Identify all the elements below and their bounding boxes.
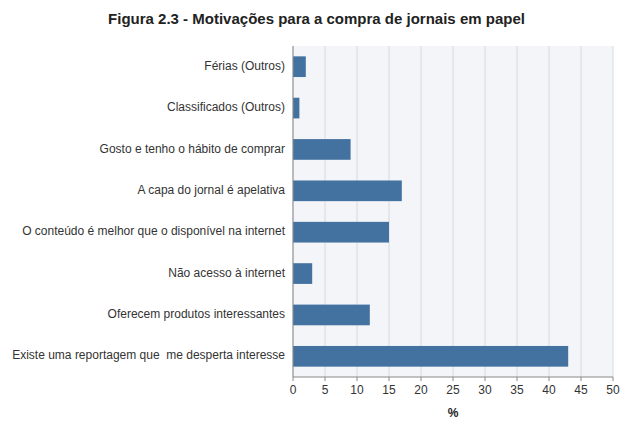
- grid-line: [581, 46, 582, 377]
- grid-line: [293, 46, 294, 377]
- bar: [293, 139, 351, 160]
- chart-container: Figura 2.3 - Motivações para a compra de…: [0, 0, 633, 433]
- x-axis-label: %: [448, 406, 459, 420]
- tick-label: 50: [606, 383, 620, 397]
- tick-mark: [517, 377, 518, 381]
- tick-mark: [389, 377, 390, 381]
- chart: Figura 2.3 - Motivações para a compra de…: [0, 0, 633, 433]
- tick-mark: [421, 377, 422, 381]
- grid-line: [549, 46, 550, 377]
- y-tick-labels: Existe uma reportagem que me desperta in…: [12, 59, 285, 363]
- grid: [293, 46, 613, 377]
- category-label: Oferecem produtos interessantes: [108, 307, 285, 321]
- bar: [293, 56, 306, 77]
- x-tick-labels: 0 5 10 15 20 25 30 35 40 45 50: [290, 377, 620, 397]
- tick-label: 15: [382, 383, 396, 397]
- tick-mark: [485, 377, 486, 381]
- title: Figura 2.3 - Motivações para a compra de…: [108, 10, 525, 27]
- grid-line: [357, 46, 358, 377]
- bar: [293, 98, 299, 119]
- grid-line: [421, 46, 422, 377]
- grid-line: [517, 46, 518, 377]
- bar: [293, 263, 312, 284]
- tick-label: 10: [350, 383, 364, 397]
- grid-line: [453, 46, 454, 377]
- tick-mark: [613, 377, 614, 381]
- bar: [293, 346, 568, 367]
- category-label: O conteúdo é melhor que o disponível na …: [22, 224, 286, 238]
- category-label: A capa do jornal é apelativa: [138, 183, 286, 197]
- grid-line: [485, 46, 486, 377]
- y-axis-line: [293, 46, 294, 377]
- bars: [293, 56, 568, 366]
- bar: [293, 180, 402, 201]
- category-label: Não acesso à internet: [168, 266, 285, 280]
- category-label: Gosto e tenho o hábito de comprar: [100, 142, 285, 156]
- tick-label: 0: [290, 383, 297, 397]
- tick-label: 35: [510, 383, 524, 397]
- grid-line: [325, 46, 326, 377]
- tick-mark: [325, 377, 326, 381]
- category-label: Existe uma reportagem que me desperta in…: [12, 348, 285, 362]
- bar: [293, 305, 370, 326]
- grid-line: [613, 46, 614, 377]
- tick-label: 30: [478, 383, 492, 397]
- tick-label: 40: [542, 383, 556, 397]
- tick-mark: [549, 377, 550, 381]
- tick-mark: [453, 377, 454, 381]
- tick-mark: [293, 377, 294, 381]
- x-axis-line: [293, 377, 613, 378]
- tick-mark: [357, 377, 358, 381]
- tick-label: 45: [574, 383, 588, 397]
- category-label: Classificados (Outros): [167, 100, 285, 114]
- category-label: Férias (Outros): [204, 59, 285, 73]
- bar: [293, 222, 389, 243]
- plot-background: [293, 46, 613, 377]
- tick-label: 25: [446, 383, 460, 397]
- tick-label: 20: [414, 383, 428, 397]
- tick-mark: [581, 377, 582, 381]
- grid-line: [389, 46, 390, 377]
- tick-label: 5: [322, 383, 329, 397]
